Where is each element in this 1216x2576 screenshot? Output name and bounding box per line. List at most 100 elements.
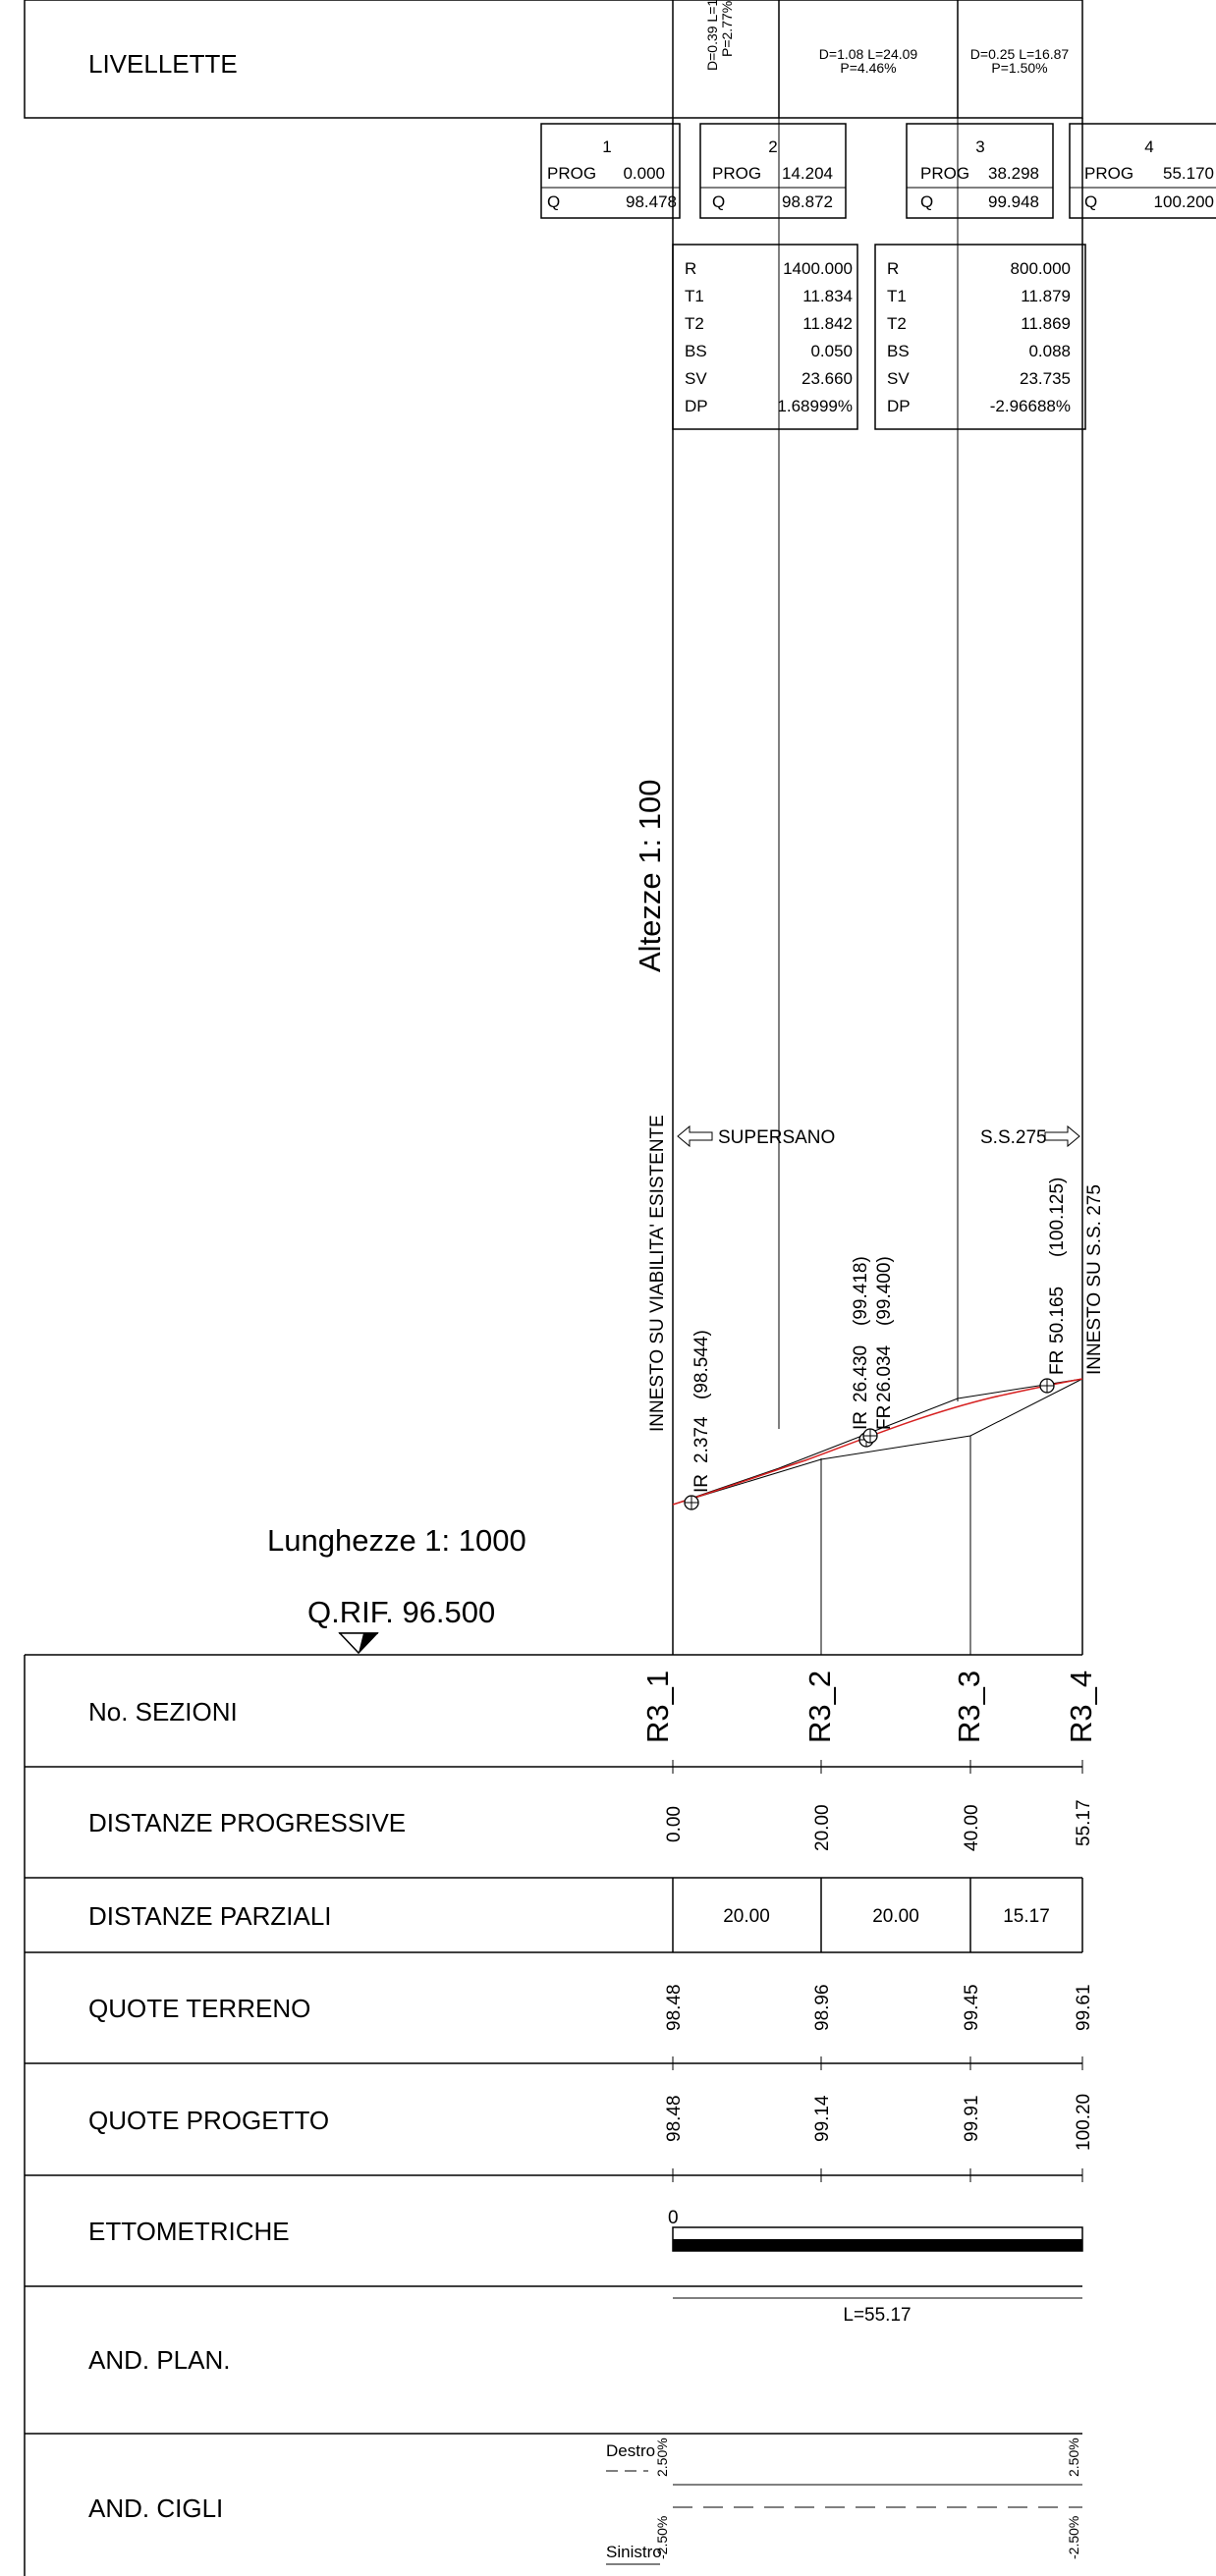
design-q-3: 99.91 [962,2095,982,2142]
terrain-q-4: 99.61 [1074,1984,1094,2031]
segment-1-p: P=2.77% [719,1,735,57]
vertex-3-prog-label: PROG [920,164,969,183]
terrain-line [672,1378,1083,1506]
direction-right-label: S.S.275 [980,1127,1047,1148]
vertex-1-q: 98.478 [626,192,677,211]
segment-1-d: D=0.39 L=14.20 [704,0,720,71]
vertical-guides [672,118,1083,1655]
vertex-1-num: 1 [602,137,611,156]
vertex-3-prog: 38.298 [988,164,1039,183]
point-ir-1-prog: 2.374 [691,1416,712,1463]
point-fr-2-q: (100.125) [1047,1178,1068,1257]
design-line [672,1378,1083,1506]
heights-scale: Altezze 1: 100 [633,780,667,972]
row-label-quote-progetto: QUOTE PROGETTO [88,2106,329,2135]
point-fr-1-prog: 26.034 [874,1344,895,1402]
curve-2-t2: 11.869 [1021,314,1071,333]
curve-1-t1: 11.834 [802,287,853,305]
plan-length: L=55.17 [843,2305,911,2326]
dist-prog-1: 0.00 [664,1806,685,1842]
design-q-2: 99.14 [812,2095,833,2142]
section-r3-3: R3_3 [952,1671,986,1743]
point-fr-2: FR 50.165 (100.125) [1039,1178,1068,1394]
cigli-destro-start: 2.50% [654,2438,670,2477]
vertex-3-q-label: Q [920,192,933,211]
vertex-1-q-label: Q [547,192,560,211]
row-label-dist-progressive: DISTANZE PROGRESSIVE [88,1808,406,1837]
row-label-quote-terreno: QUOTE TERRENO [88,1994,310,2023]
design-q-4: 100.20 [1074,2094,1094,2151]
curve-2-bs-label: BS [887,342,910,360]
vertex-2-prog: 14.204 [782,164,833,183]
segment-2-p: P=4.46% [840,60,896,76]
dist-prog-2: 20.00 [812,1804,833,1851]
curve-2-dp-label: DP [887,397,911,415]
dist-parz-2: 20.00 [872,1906,919,1927]
segment-3-d: D=0.25 L=16.87 [970,46,1070,62]
section-r3-1: R3_1 [640,1671,675,1743]
dist-parz-1: 20.00 [723,1906,770,1927]
curve-1-dp: 1.68999% [777,397,853,415]
innesto-left-label: INNESTO SU VIABILITA' ESISTENTE [647,1115,668,1432]
curve-2-r-label: R [887,259,899,278]
segment-3-p: P=1.50% [991,60,1047,76]
vertex-2-prog-label: PROG [712,164,761,183]
vertex-2-q-label: Q [712,192,725,211]
row-label-ettometriche: ETTOMETRICHE [88,2217,290,2246]
point-fr-1-q: (99.400) [874,1256,895,1326]
cigli-destro-end: 2.50% [1066,2438,1081,2477]
vertex-1: 1 PROG 0.000 Q 98.478 [540,123,681,219]
vertex-3-num: 3 [975,137,984,156]
curve-1-bs: 0.050 [810,342,853,360]
vertex-2: 2 PROG 14.204 Q 98.872 [699,123,847,219]
dist-prog-4: 55.17 [1074,1799,1094,1846]
vertex-4-prog: 55.170 [1163,164,1214,183]
dist-prog-3: 40.00 [962,1804,982,1851]
point-fr-2-code: FR [1047,1350,1068,1375]
vertex-1-prog: 0.000 [623,164,665,183]
vertex-4: 4 PROG 55.170 Q 100.200 [1069,123,1216,219]
vertex-3: 3 PROG 38.298 Q 99.948 [906,123,1054,219]
curve-box-2: R 800.000 T1 11.879 T2 11.869 BS 0.088 S… [874,244,1086,430]
livellette-label: LIVELLETTE [88,49,238,79]
vertex-4-prog-label: PROG [1084,164,1133,183]
cigli-sinistro-start: -2.50% [654,2516,670,2559]
curve-2-r: 800.000 [1011,259,1071,278]
point-ir-2: IR 26.430 (99.418) [851,1256,874,1448]
section-r3-4: R3_4 [1064,1671,1098,1743]
direction-left-label: SUPERSANO [718,1127,835,1148]
point-ir-2-code: IR [851,1411,871,1430]
curve-1-sv-label: SV [685,369,707,388]
curve-1-dp-label: DP [685,397,708,415]
terrain-q-1: 98.48 [664,1984,685,2031]
point-ir-1-q: (98.544) [691,1330,712,1399]
livellette-band: LIVELLETTE D=0.39 L=14.20 P=2.77% D=1.08… [24,0,1083,119]
vertex-4-q: 100.200 [1154,192,1214,211]
direction-left-arrow: SUPERSANO [677,1124,835,1148]
point-ir-1-code: IR [691,1474,712,1493]
reference-level: Q.RIF. 96.500 [307,1595,495,1655]
point-ir-2-q: (99.418) [851,1256,871,1326]
row-label-sezioni: No. SEZIONI [88,1697,238,1726]
curve-2-t1-label: T1 [887,287,907,305]
dist-parz-3: 15.17 [1003,1906,1050,1927]
vertex-2-q: 98.872 [782,192,833,211]
lengths-scale: Lunghezze 1: 1000 [267,1523,526,1558]
segment-2-d: D=1.08 L=24.09 [819,46,918,62]
curve-1-bs-label: BS [685,342,707,360]
cigli-destro-label: Destro [606,2441,655,2460]
point-fr-1: FR 26.034 (99.400) [862,1256,895,1444]
innesto-right-label: INNESTO SU S.S. 275 [1084,1184,1105,1375]
vertex-1-prog-label: PROG [547,164,596,183]
vertex-4-q-label: Q [1084,192,1097,211]
terrain-q-3: 99.45 [962,1984,982,2031]
point-ir-1: IR 2.374 (98.544) [684,1330,712,1510]
hectometric-bar-fill [673,2239,1082,2251]
direction-right-arrow: S.S.275 [980,1124,1080,1148]
curve-1-r-label: R [685,259,696,278]
point-fr-1-code: FR [874,1405,895,1430]
row-label-and-plan: AND. PLAN. [88,2345,231,2375]
curve-2-dp: -2.96688% [990,397,1071,415]
curve-1-r: 1400.000 [783,259,853,278]
